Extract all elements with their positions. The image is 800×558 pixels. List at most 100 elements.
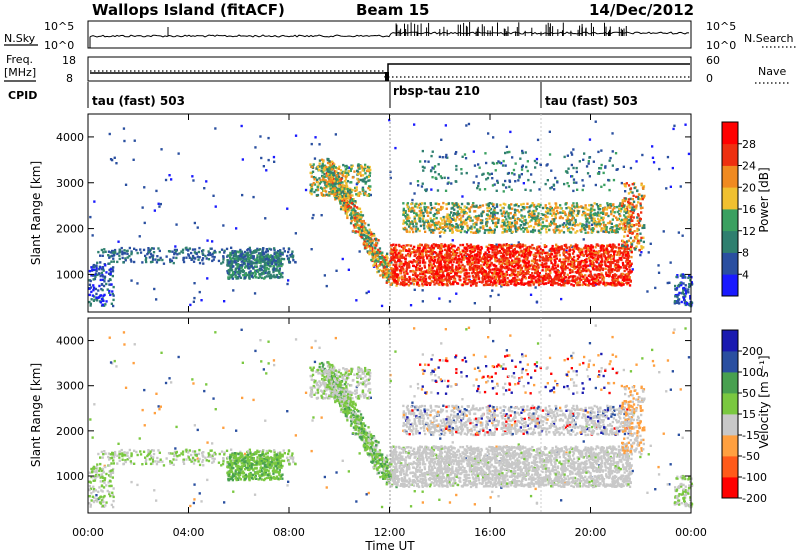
power-cell [569,269,571,271]
power-cell [422,273,424,275]
power-cell [101,272,103,274]
power-cell [602,221,604,223]
power-cell [253,255,255,257]
power-cell [593,264,595,266]
power-cell [263,266,265,268]
power-cell [521,272,523,274]
power-cell [436,261,438,263]
power-cell [575,245,577,247]
power-cell [498,260,500,262]
power-cell [357,173,359,175]
power-cell [189,257,191,259]
power-cell [422,300,424,302]
power-cell [185,257,187,259]
power-cell [321,164,323,166]
power-cell [102,251,104,253]
power-cell [420,273,422,275]
power-cell [121,253,123,255]
power-cell [559,254,561,256]
power-cell [571,261,573,263]
power-cell [455,268,457,270]
power-cell [272,265,274,267]
power-cell [310,172,312,174]
power-cell [561,245,563,247]
power-cell [471,272,473,274]
power-cell [362,220,364,222]
power-cell [375,254,377,256]
power-cell [437,267,439,269]
power-cell [237,264,239,266]
power-cell [364,172,366,174]
power-cell [544,244,546,246]
power-cell [350,213,352,215]
power-cell [375,238,377,240]
power-cell [269,277,271,279]
power-cell [493,264,495,266]
power-cell [364,166,366,168]
power-cell [211,255,213,257]
power-cell [601,258,603,260]
power-cell [108,290,110,292]
power-cell [507,244,509,246]
power-cell [333,172,335,174]
power-cell [492,136,494,138]
power-cell [651,145,653,147]
power-cell [92,284,94,286]
power-cell [291,251,293,253]
power-cell [170,178,172,180]
power-cell [595,246,597,248]
power-cell [228,261,230,263]
power-cell [313,191,315,193]
power-cell [105,271,107,273]
power-cell [517,272,519,274]
power-cell [497,246,499,248]
power-cell [204,255,206,257]
power-cell [155,190,157,192]
power-cell [528,277,530,279]
power-cell [360,236,362,238]
power-cell [478,262,480,264]
power-cell [254,271,256,273]
power-cell [265,272,267,274]
power-cell [533,226,535,228]
power-cell [95,296,97,298]
power-cell [317,181,319,183]
power-cell [342,174,344,176]
power-cell [629,284,631,286]
power-cell [607,252,609,254]
power-cell [311,193,313,195]
power-cell [346,210,348,212]
power-cell [129,247,131,249]
power-cell [349,189,351,191]
power-cell [390,267,392,269]
power-cell [342,164,344,166]
power-cell [577,276,579,278]
power-cell [480,265,482,267]
power-cell [599,276,601,278]
power-cell [450,271,452,273]
power-cell [369,229,371,231]
power-cell [412,274,414,276]
power-cell [521,254,523,256]
power-cell [134,140,136,142]
nave-tick-top: 60 [706,54,720,67]
power-cell [89,288,91,290]
power-cell [201,259,203,261]
power-cell [470,284,472,286]
power-cell [475,273,477,275]
power-cell [495,267,497,269]
power-cell [103,269,105,271]
power-cell [395,244,397,246]
power-cell [95,288,97,290]
power-cell [155,298,157,300]
power-cell [345,200,347,202]
power-cell [577,247,579,249]
power-cell [254,250,256,252]
power-cell [188,254,190,256]
power-cell [509,250,511,252]
power-cell [126,253,128,255]
power-cell [500,273,502,275]
power-cell [397,279,399,281]
power-cell [340,178,342,180]
power-cell [199,256,201,258]
